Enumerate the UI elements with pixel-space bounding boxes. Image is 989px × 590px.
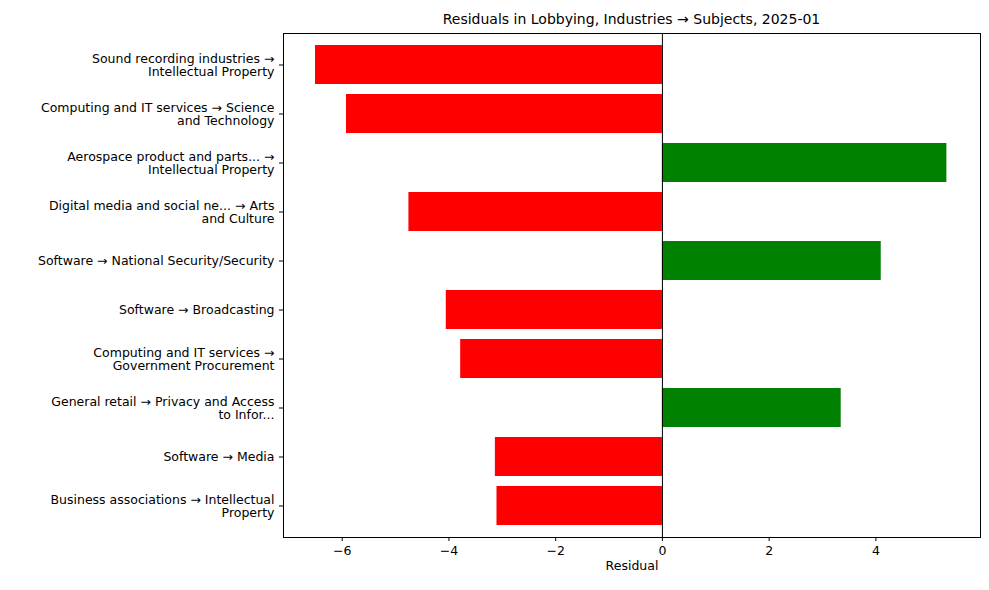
svg-text:Software → Broadcasting: Software → Broadcasting xyxy=(119,302,274,317)
svg-text:4: 4 xyxy=(872,543,880,558)
svg-text:General retail → Privacy and A: General retail → Privacy and Accessto In… xyxy=(51,394,274,423)
svg-text:2: 2 xyxy=(765,543,773,558)
svg-text:Software → Media: Software → Media xyxy=(163,449,274,464)
html-text:Residuals in Lobbying, Industr: Residuals in Lobbying, Industries → Subj… xyxy=(442,11,821,27)
svg-text:0: 0 xyxy=(658,543,666,558)
svg-text:Software → National Security/S: Software → National Security/Security xyxy=(38,253,275,268)
svg-text:Business associations → Intell: Business associations → IntellectualProp… xyxy=(51,492,276,521)
svg-text:Computing and IT services → Sc: Computing and IT services → Scienceand T… xyxy=(41,100,275,129)
svg-text:Computing and IT services →Gov: Computing and IT services →Government Pr… xyxy=(93,345,274,374)
svg-text:Aerospace product and parts...: Aerospace product and parts... →Intellec… xyxy=(67,149,275,178)
svg-text:Residual: Residual xyxy=(606,558,659,573)
svg-text:Digital media and social ne...: Digital media and social ne... → Artsand… xyxy=(49,198,275,227)
svg-text:−2: −2 xyxy=(546,543,564,558)
svg-text:−4: −4 xyxy=(440,543,458,558)
svg-text:−6: −6 xyxy=(333,543,351,558)
svg-text:Sound recording industries →In: Sound recording industries →Intellectual… xyxy=(92,51,275,80)
